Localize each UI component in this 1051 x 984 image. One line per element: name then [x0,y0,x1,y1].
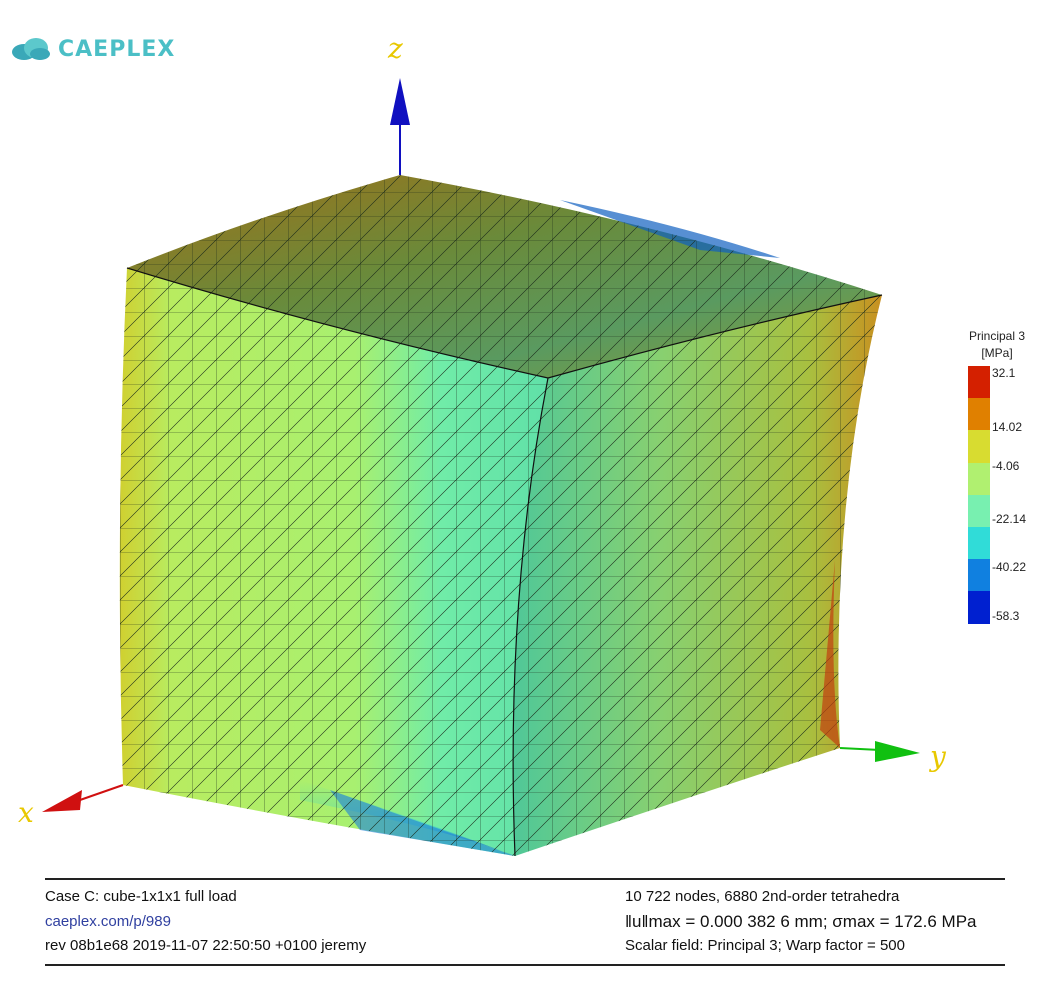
legend-band [968,398,990,431]
legend-tick: -40.22 [992,560,1027,574]
legend-tick: 14.02 [992,420,1023,434]
y-axis-label: y [930,740,946,773]
legend-band [968,494,990,527]
revision-info: rev 08b1e68 2019-11-07 22:50:50 +0100 je… [45,937,367,954]
z-axis-label: z [388,32,403,65]
legend-band [968,591,990,624]
legend-band [968,366,990,399]
case-title: Case C: cube-1x1x1 full load [45,888,237,905]
legend-tick: 32.1 [992,366,1016,380]
x-axis-label: x [18,796,34,829]
max-values: ‖u‖max = 0.000 382 6 mm; σmax = 172.6 MP… [625,912,977,931]
x-axis-arrow [42,784,124,812]
legend-band [968,430,990,463]
legend-band [968,526,990,560]
color-bar [968,366,990,624]
cloud-icon [12,38,50,60]
legend-tick: -22.14 [992,512,1027,526]
y-axis-arrow [839,741,920,762]
footer: Case C: cube-1x1x1 full load caeplex.com… [45,878,1005,966]
legend-title: Principal 3 [968,329,1026,343]
logo-text: CAEPLEX [58,36,176,62]
legend-tick: -58.3 [992,609,1020,623]
z-axis-arrow [390,78,410,175]
caeplex-logo[interactable]: CAEPLEX [10,36,175,62]
mesh-info: 10 722 nodes, 6880 2nd-order tetrahedra [625,888,900,905]
color-legend: Principal 3 [MPa] 32.1 14.02 -4.06 -22.14 -4… [962,328,1042,624]
project-link[interactable]: caeplex.com/p/989 [45,913,171,930]
legend-tick: -4.06 [992,459,1020,473]
legend-band [968,462,990,495]
scalar-field-info: Scalar field: Principal 3; Warp factor =… [625,937,905,954]
legend-unit: [MPa] [981,346,1013,360]
legend-band [968,559,990,592]
